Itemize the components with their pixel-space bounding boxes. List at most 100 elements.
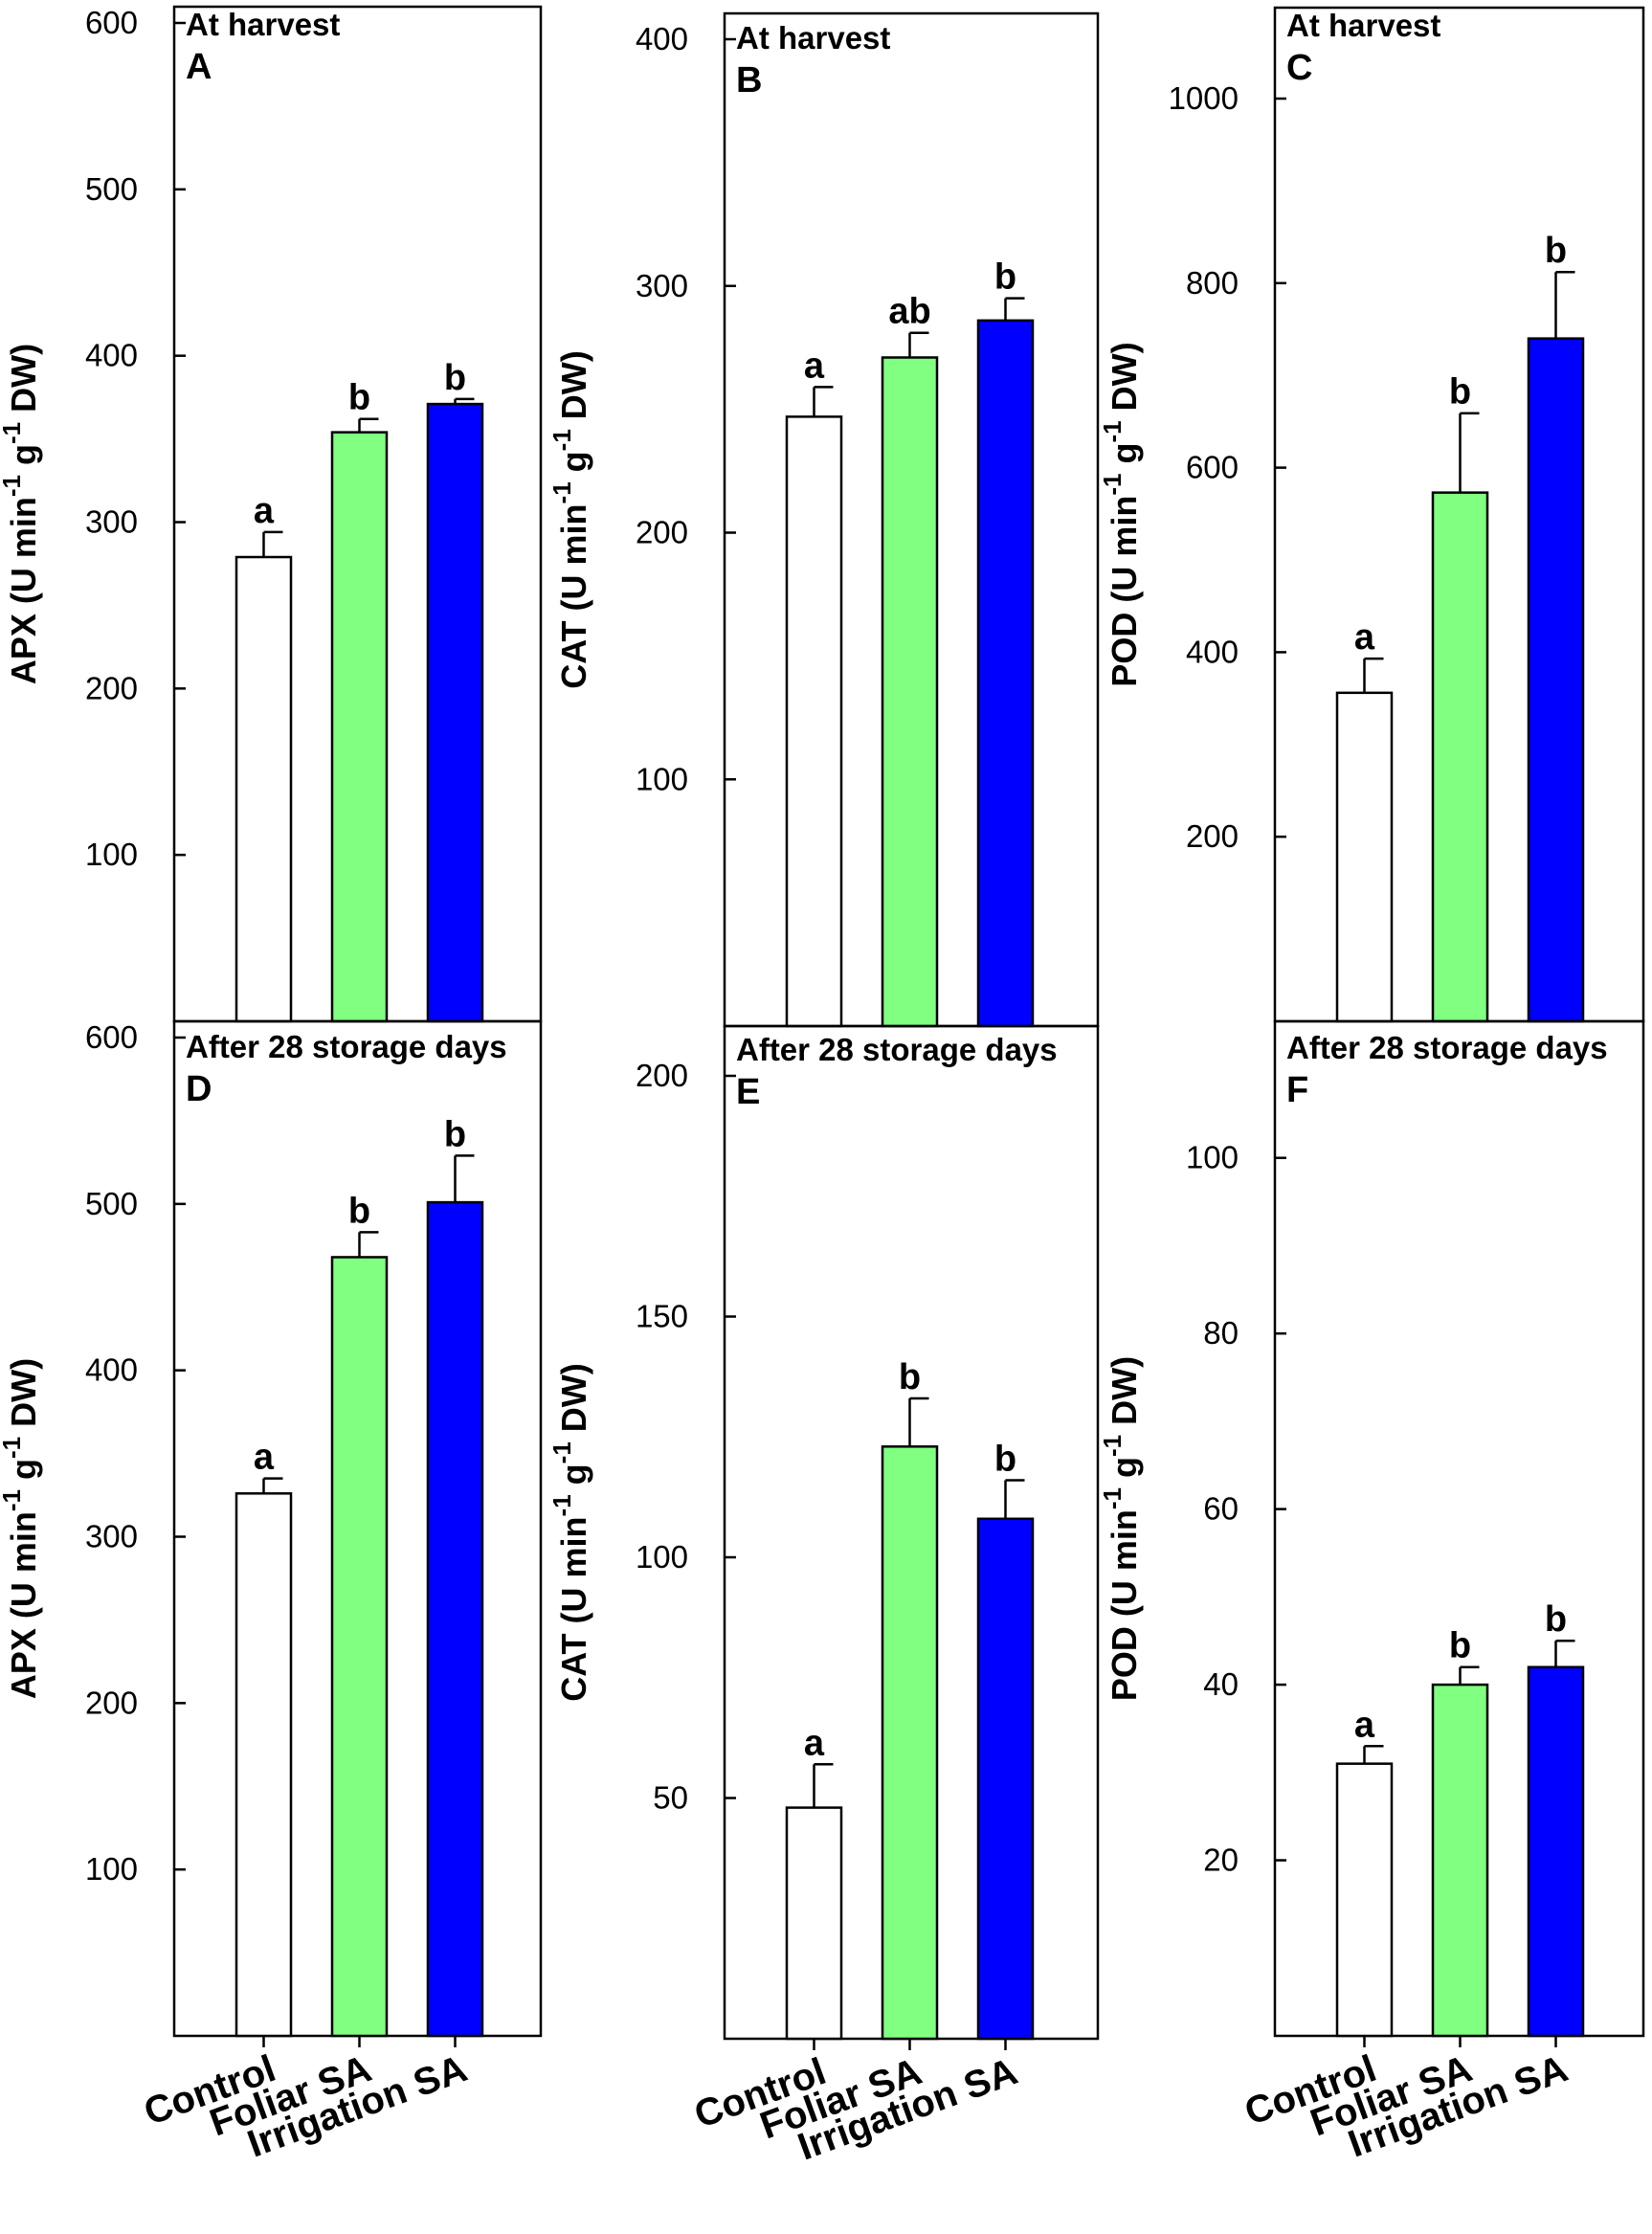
y-tick-label: 600 [1186, 450, 1239, 485]
y-axis-title-superscript: -1 [0, 475, 26, 497]
significance-letter: b [994, 1440, 1016, 1480]
y-tick-label: 200 [85, 1685, 138, 1720]
bar-control [785, 415, 843, 1028]
panel-letter: E [736, 1072, 760, 1112]
y-tick-label: 200 [85, 670, 138, 705]
y-axis-title-part: DW) [554, 1363, 593, 1441]
y-tick-label: 1000 [1169, 80, 1239, 116]
panel-d: After 28 storage days D 100 200 300 400 500 600… [0, 1019, 543, 2166]
significance-letter: b [1449, 1626, 1471, 1666]
y-tick-label: 200 [1186, 818, 1239, 854]
panel-title: After 28 storage days [1286, 1030, 1608, 1065]
significance-letter: b [1449, 372, 1471, 413]
significance-letter: a [804, 346, 825, 386]
y-axis-title-superscript: -1 [1098, 1435, 1127, 1457]
y-axis-title-superscript: -1 [0, 422, 26, 444]
y-axis-title-part: CAT (U min [554, 503, 593, 688]
panel-title: After 28 storage days [736, 1032, 1058, 1067]
bar-foliar-sa [1431, 491, 1489, 1023]
y-tick-label: 60 [1203, 1491, 1239, 1527]
y-axis-title: APX (U min-1 g-1 DW) [0, 1358, 43, 1699]
y-tick-label: 80 [1203, 1315, 1239, 1351]
panel-letter: B [736, 60, 762, 101]
y-tick-label: 800 [1186, 265, 1239, 301]
y-tick-label: 400 [85, 338, 138, 373]
significance-letter: b [444, 358, 466, 398]
bar-foliar-sa [330, 431, 389, 1023]
significance-letter: b [348, 378, 370, 418]
y-axis-title-part: DW) [1105, 1356, 1144, 1435]
panel-title: At harvest [1286, 8, 1440, 43]
bar-foliar-sa [881, 1445, 939, 2041]
y-tick-label: 300 [85, 504, 138, 540]
y-axis-title-part: APX (U min [4, 497, 43, 684]
y-tick-label: 50 [653, 1780, 688, 1816]
y-axis-title-part: DW) [1105, 342, 1144, 420]
panel-e: After 28 storage days E 50 100 150 200 CAT (U … [547, 1024, 1100, 2169]
y-axis-title: POD (U min-1 g-1 DW) [1098, 342, 1144, 686]
y-axis-title-superscript: -1 [1098, 1487, 1127, 1509]
y-axis-title-part: POD (U min [1105, 1509, 1144, 1701]
bar-control [234, 1492, 293, 2038]
panel-letter: A [186, 47, 212, 87]
y-axis-title-superscript: -1 [547, 429, 576, 451]
significance-letter: a [804, 1723, 825, 1763]
y-tick-label: 400 [85, 1352, 138, 1388]
significance-letter: b [1545, 231, 1567, 271]
y-tick-label: 500 [85, 171, 138, 207]
y-axis-title-superscript: -1 [547, 1494, 576, 1516]
y-tick-label: 200 [636, 515, 688, 550]
y-axis-title-part: g [1105, 1457, 1144, 1487]
y-tick-label: 300 [636, 268, 688, 303]
y-axis-title: CAT (U min-1 g-1 DW) [547, 1363, 593, 1702]
y-tick-label: 600 [85, 1019, 138, 1055]
y-tick-label: 20 [1203, 1843, 1239, 1878]
y-axis-title: APX (U min-1 g-1 DW) [0, 344, 43, 684]
y-tick-label: 600 [85, 5, 138, 40]
y-axis-title-part: CAT (U min [554, 1516, 593, 1701]
significance-letter: a [254, 1438, 275, 1478]
bar-control [1335, 1762, 1394, 2038]
panel-letter: F [1286, 1070, 1308, 1110]
y-tick-label: 100 [636, 1539, 688, 1575]
significance-letter: b [444, 1114, 466, 1154]
y-axis-title-superscript: -1 [1098, 473, 1127, 495]
significance-letter: b [899, 1357, 921, 1397]
y-tick-label: 100 [1186, 1140, 1239, 1175]
bar-foliar-sa [330, 1256, 389, 2038]
bar-foliar-sa [881, 356, 939, 1028]
y-tick-label: 500 [85, 1186, 138, 1221]
significance-letter: b [994, 257, 1016, 298]
y-axis-title-part: g [554, 1463, 593, 1494]
y-axis-title-part: POD (U min [1105, 496, 1144, 687]
bar-irrigation-sa [976, 1517, 1035, 2041]
y-axis-title: CAT (U min-1 g-1 DW) [547, 350, 593, 689]
y-axis-title-part: APX (U min [4, 1511, 43, 1699]
significance-letter: a [1354, 617, 1375, 658]
y-tick-label: 100 [85, 837, 138, 872]
y-tick-label: 200 [636, 1058, 688, 1093]
bar-foliar-sa [1431, 1683, 1489, 2038]
bar-control [785, 1806, 843, 2041]
y-axis-title-part: DW) [4, 1358, 43, 1437]
y-axis-title-superscript: -1 [1098, 420, 1127, 442]
bar-irrigation-sa [1527, 1665, 1585, 2038]
bar-irrigation-sa [426, 402, 484, 1023]
panel-title: After 28 storage days [186, 1029, 507, 1064]
y-tick-label: 300 [85, 1519, 138, 1554]
y-axis-title-part: g [4, 444, 43, 475]
y-tick-label: 400 [1186, 634, 1239, 669]
y-axis-title-superscript: -1 [0, 1489, 26, 1511]
y-tick-label: 150 [636, 1299, 688, 1334]
bar-control [234, 555, 293, 1023]
y-axis-title-part: g [1105, 442, 1144, 473]
bar-irrigation-sa [976, 319, 1035, 1028]
y-axis-title-superscript: -1 [547, 1441, 576, 1463]
panel-title: At harvest [736, 20, 890, 56]
significance-letter: a [254, 491, 275, 531]
bar-control [1335, 691, 1394, 1023]
panel-f: After 28 storage days F 20 40 60 80 100 POD (U … [1098, 1019, 1645, 2166]
y-tick-label: 100 [636, 761, 688, 796]
